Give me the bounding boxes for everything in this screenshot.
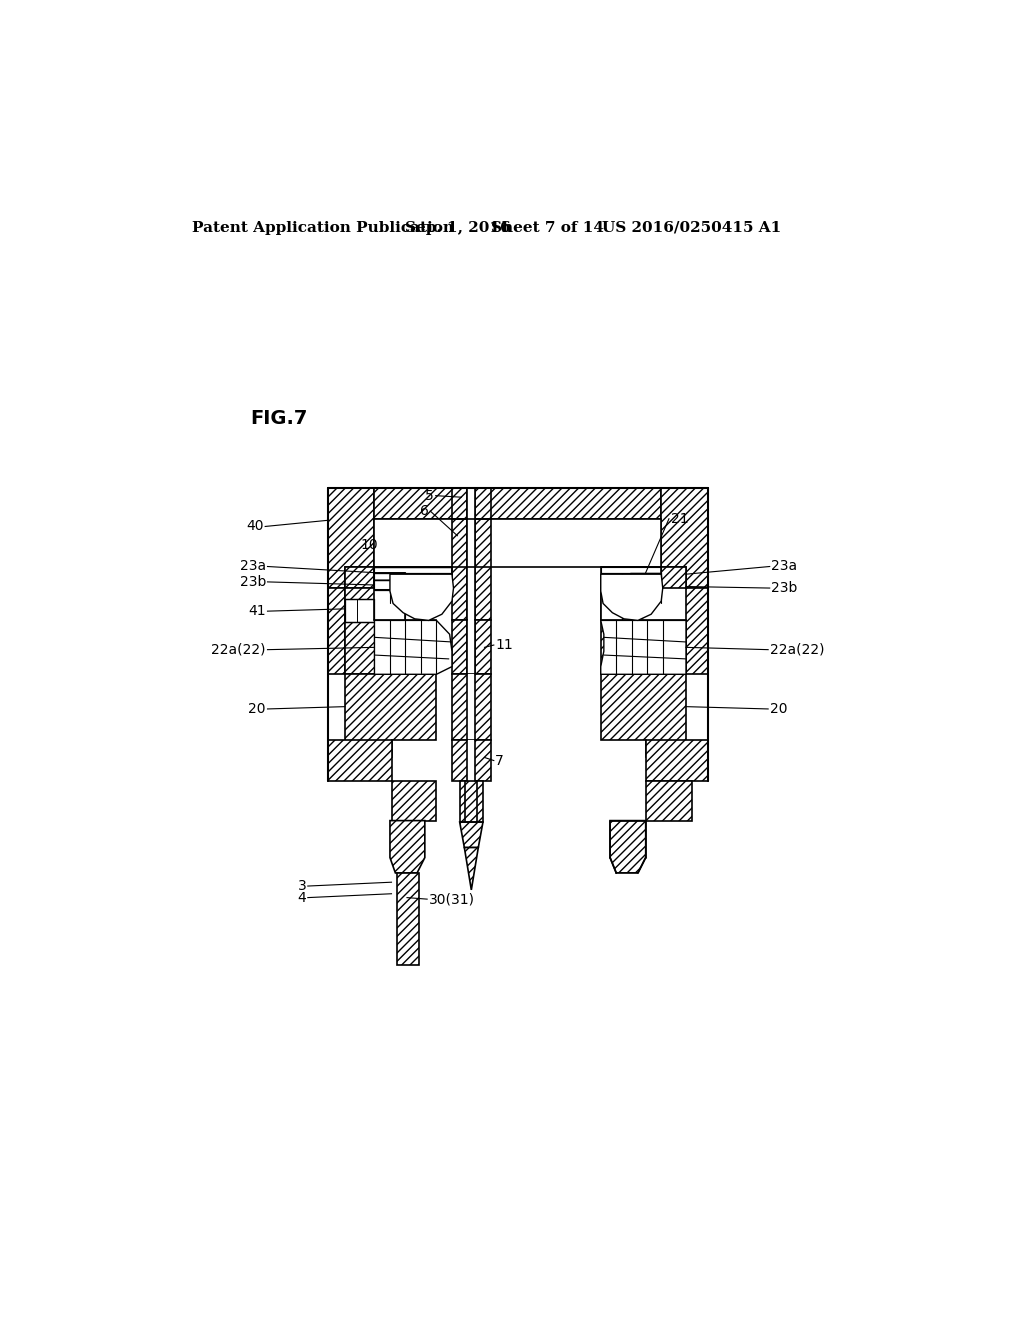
Polygon shape [467,675,475,739]
Polygon shape [345,599,375,622]
Text: 20: 20 [770,702,787,715]
Text: 7: 7 [496,754,504,767]
Polygon shape [375,488,662,519]
Polygon shape [452,675,490,739]
Polygon shape [601,566,662,573]
Text: 5: 5 [425,488,434,503]
Polygon shape [623,581,662,590]
Polygon shape [646,780,692,821]
Polygon shape [646,739,708,780]
Polygon shape [328,739,391,780]
Polygon shape [375,566,452,620]
Text: Sheet 7 of 14: Sheet 7 of 14 [490,220,604,235]
Polygon shape [467,739,475,780]
Polygon shape [686,589,708,675]
Polygon shape [617,873,640,965]
Polygon shape [467,488,475,519]
Polygon shape [345,589,436,675]
Polygon shape [375,581,414,590]
Text: Sep. 1, 2016: Sep. 1, 2016 [406,220,511,235]
Text: 23b: 23b [240,576,266,589]
Text: 42: 42 [409,577,426,590]
Polygon shape [345,675,436,758]
Text: 4: 4 [298,891,306,904]
Polygon shape [328,488,375,589]
Polygon shape [464,847,478,890]
Polygon shape [375,573,407,581]
Polygon shape [475,620,490,675]
Polygon shape [460,822,483,847]
Text: 11: 11 [496,638,513,652]
Polygon shape [601,566,662,620]
Text: 41: 41 [249,605,266,618]
Polygon shape [610,821,646,873]
Text: 23a: 23a [771,560,798,573]
Text: 22a(22): 22a(22) [211,643,266,656]
Polygon shape [375,519,662,566]
Text: 23b: 23b [771,581,798,595]
Text: 6: 6 [420,504,429,517]
Polygon shape [452,739,490,780]
Polygon shape [390,574,454,620]
Polygon shape [475,488,490,519]
Text: US 2016/0250415 A1: US 2016/0250415 A1 [602,220,781,235]
Polygon shape [452,488,467,519]
Polygon shape [601,566,686,589]
Polygon shape [390,821,425,873]
Polygon shape [601,675,686,758]
Polygon shape [467,519,475,620]
Text: 40: 40 [246,520,263,533]
Text: 10: 10 [360,539,378,552]
Polygon shape [601,574,663,620]
Polygon shape [467,620,475,675]
Polygon shape [345,566,375,589]
Polygon shape [630,573,662,581]
Polygon shape [601,620,686,675]
Polygon shape [460,780,483,822]
Text: 3: 3 [298,879,306,894]
Polygon shape [662,488,708,589]
Polygon shape [452,519,467,620]
Polygon shape [397,873,420,965]
Polygon shape [452,620,467,675]
Polygon shape [475,519,490,620]
Text: 20: 20 [249,702,266,715]
Polygon shape [391,780,436,821]
Text: 22a(22): 22a(22) [770,643,824,656]
Text: 23a: 23a [240,560,266,573]
Polygon shape [328,589,345,675]
Text: 30(31): 30(31) [429,892,475,906]
Text: 21: 21 [671,512,688,525]
Text: FIG.7: FIG.7 [251,409,308,428]
Polygon shape [601,589,686,675]
Text: Patent Application Publication: Patent Application Publication [191,220,454,235]
Polygon shape [375,566,452,573]
Polygon shape [375,620,452,675]
